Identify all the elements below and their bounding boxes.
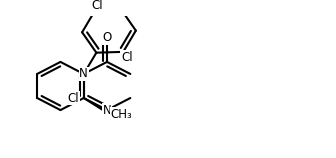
Text: Cl: Cl — [91, 0, 103, 12]
Text: Cl: Cl — [67, 91, 79, 105]
Text: N: N — [79, 67, 88, 80]
Text: N: N — [102, 103, 112, 117]
Text: CH₃: CH₃ — [110, 108, 132, 121]
Text: O: O — [102, 31, 112, 44]
Text: Cl: Cl — [121, 51, 133, 64]
